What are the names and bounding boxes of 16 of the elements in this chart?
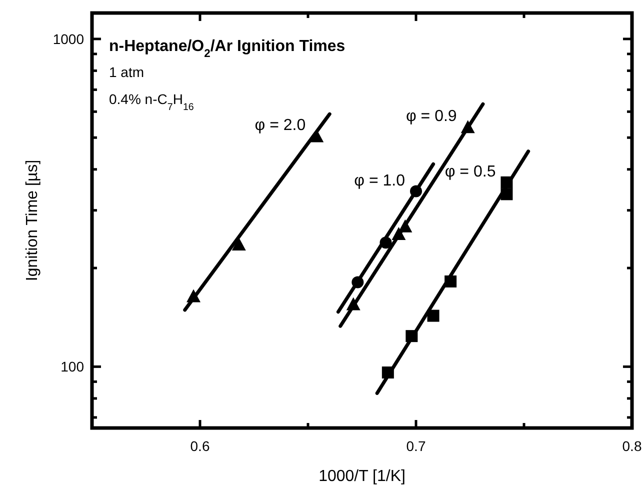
annotation: 1 atm [109, 64, 144, 80]
point [232, 237, 246, 250]
point [427, 310, 440, 322]
x-tick-label: 0.7 [406, 438, 426, 454]
series-label: φ = 2.0 [254, 117, 306, 134]
y-tick-label: 1000 [52, 30, 84, 47]
series-label: φ = 1.0 [354, 172, 406, 190]
x-tick-label: 0.6 [190, 438, 210, 454]
series-label: φ = 0.5 [444, 163, 496, 180]
series-label: φ = 0.9 [406, 108, 457, 126]
x-axis-title: 1000/T [1/K] [318, 468, 406, 485]
y-tick-label: 100 [60, 358, 84, 375]
annotation: 0.4% n-C$_{7}$H$_{16}$ [109, 91, 194, 112]
x-tick-label: 0.8 [622, 438, 642, 454]
y-axis-title: Ignition Time [µs] [24, 160, 41, 282]
text: n-Heptane/O$_{2}$/Ar Ignition Times [109, 38, 346, 60]
